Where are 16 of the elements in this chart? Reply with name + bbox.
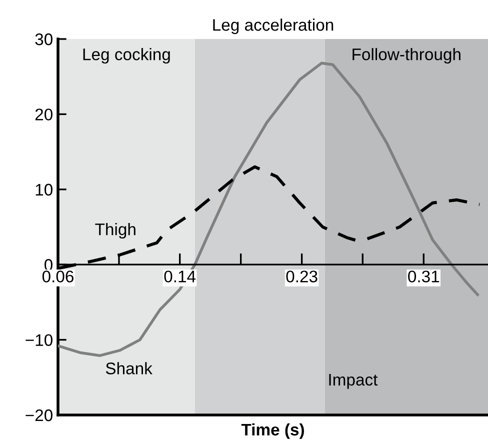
x-axis-title: Time (s) bbox=[241, 423, 304, 439]
series-label: Thigh bbox=[95, 222, 136, 239]
x-tick-label: 0.14 bbox=[164, 270, 196, 282]
y-tick-label: 20 bbox=[35, 108, 52, 120]
y-tick-label: 10 bbox=[36, 184, 52, 196]
band-label: Follow-through bbox=[352, 48, 460, 64]
y-tick-label: −10 bbox=[26, 334, 52, 346]
band-label: Leg cocking bbox=[83, 48, 170, 64]
x-tick-label: 0.23 bbox=[286, 270, 318, 282]
annotation: Impact bbox=[329, 374, 378, 389]
series-label: Shank bbox=[106, 362, 152, 374]
x-tick-label: 0.31 bbox=[408, 270, 440, 282]
chart-title: Leg acceleration bbox=[213, 18, 334, 34]
y-tick-label: −20 bbox=[26, 409, 52, 422]
y-tick-label: 30 bbox=[35, 33, 52, 46]
x-tick-label: 0.06 bbox=[42, 270, 74, 282]
